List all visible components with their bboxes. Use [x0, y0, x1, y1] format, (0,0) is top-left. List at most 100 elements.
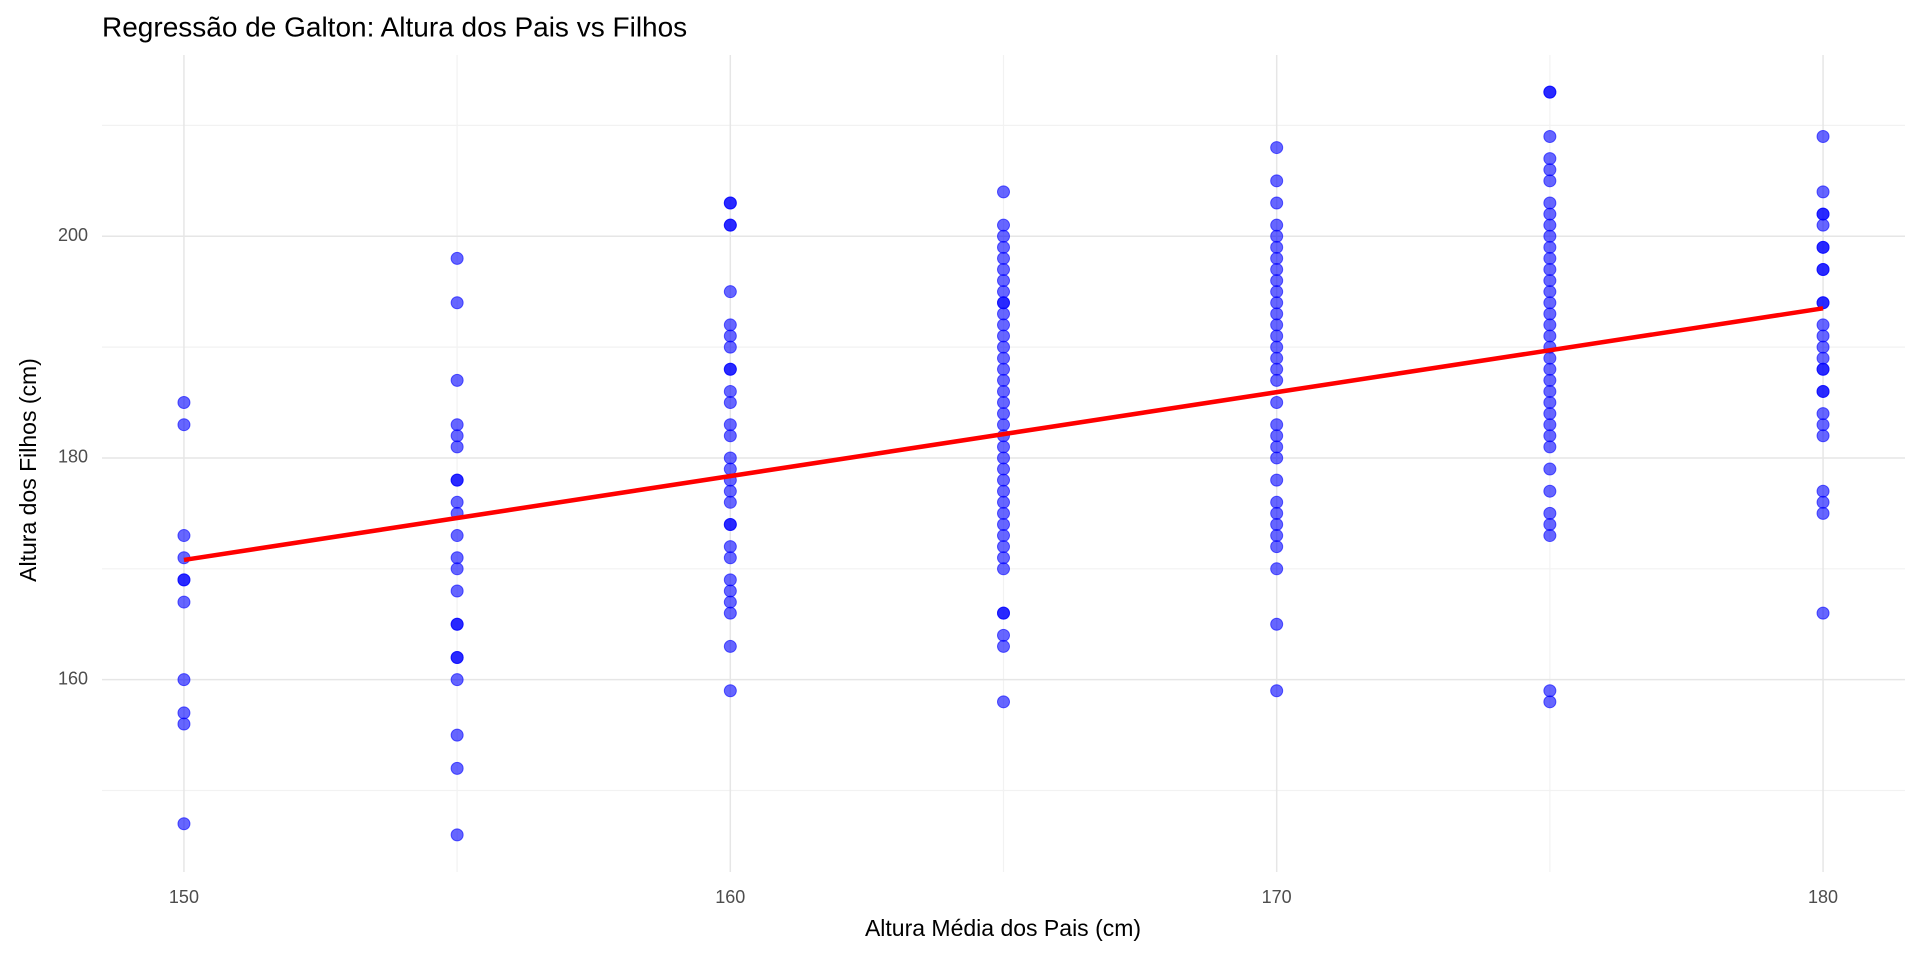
point [1270, 307, 1284, 321]
point [1816, 429, 1830, 443]
point [997, 407, 1010, 421]
point [723, 396, 737, 410]
point [723, 362, 737, 376]
chart-title: Regressão de Galton: Altura dos Pais vs … [102, 11, 687, 42]
point [997, 362, 1010, 376]
point [997, 606, 1010, 620]
point [1543, 218, 1557, 232]
point [997, 185, 1010, 199]
point [997, 484, 1010, 498]
point [997, 384, 1010, 398]
point [1543, 207, 1557, 221]
point [1816, 263, 1830, 277]
point [723, 218, 737, 232]
point [723, 340, 737, 354]
point [997, 229, 1010, 243]
point [1543, 418, 1557, 432]
point [723, 551, 737, 565]
point [1543, 351, 1557, 365]
point [723, 418, 737, 432]
point [450, 551, 464, 565]
point [450, 440, 464, 454]
point [997, 639, 1010, 653]
point [723, 639, 737, 653]
x-tick-label: 180 [1808, 887, 1838, 907]
point [997, 506, 1010, 520]
regression-line [183, 306, 1824, 563]
point [1270, 141, 1284, 155]
point [997, 263, 1010, 277]
point [723, 429, 737, 443]
point [450, 296, 464, 310]
point [997, 473, 1010, 487]
point [1543, 152, 1557, 166]
point [997, 351, 1010, 365]
point [1543, 251, 1557, 265]
point [997, 373, 1010, 387]
point [177, 595, 191, 609]
point [1270, 274, 1284, 288]
point [1543, 274, 1557, 288]
point [177, 573, 191, 587]
y-axis-title: Altura dos Filhos (cm) [15, 358, 41, 582]
point [1816, 318, 1830, 332]
point [1816, 329, 1830, 343]
point [1816, 484, 1830, 498]
point [1543, 529, 1557, 543]
point [1270, 373, 1284, 387]
point [1543, 407, 1557, 421]
point [1543, 462, 1557, 476]
point [1270, 684, 1284, 698]
point [723, 606, 737, 620]
point [1270, 506, 1284, 520]
x-tick-label: 170 [1262, 887, 1292, 907]
point [1543, 285, 1557, 299]
point [450, 495, 464, 509]
point [450, 617, 464, 631]
point [177, 717, 191, 731]
point [1816, 418, 1830, 432]
point [997, 240, 1010, 254]
point [1816, 495, 1830, 509]
point [723, 451, 737, 465]
point [1270, 362, 1284, 376]
point [450, 650, 464, 664]
point [1270, 263, 1284, 277]
point [1270, 429, 1284, 443]
point [450, 529, 464, 543]
point [1816, 362, 1830, 376]
point [723, 540, 737, 554]
point [1543, 318, 1557, 332]
point [1543, 684, 1557, 698]
y-tick-label: 200 [58, 225, 88, 245]
point [450, 828, 464, 842]
point [997, 628, 1010, 642]
point [1270, 285, 1284, 299]
point [1543, 440, 1557, 454]
point [997, 340, 1010, 354]
point [997, 318, 1010, 332]
point [1270, 529, 1284, 543]
point [1270, 440, 1284, 454]
point [1543, 517, 1557, 531]
point [1543, 296, 1557, 310]
marks [177, 85, 1830, 842]
point [1816, 340, 1830, 354]
point [997, 517, 1010, 531]
point [1270, 240, 1284, 254]
point [450, 251, 464, 265]
point [1816, 407, 1830, 421]
point [723, 595, 737, 609]
x-axis-title: Altura Média dos Pais (cm) [865, 915, 1141, 941]
point [1816, 240, 1830, 254]
point [997, 562, 1010, 576]
x-tick-label: 150 [169, 887, 199, 907]
point [723, 196, 737, 210]
point [1543, 85, 1557, 99]
point [997, 218, 1010, 232]
point [450, 418, 464, 432]
point [1543, 229, 1557, 243]
point [1270, 218, 1284, 232]
point [1816, 384, 1830, 398]
